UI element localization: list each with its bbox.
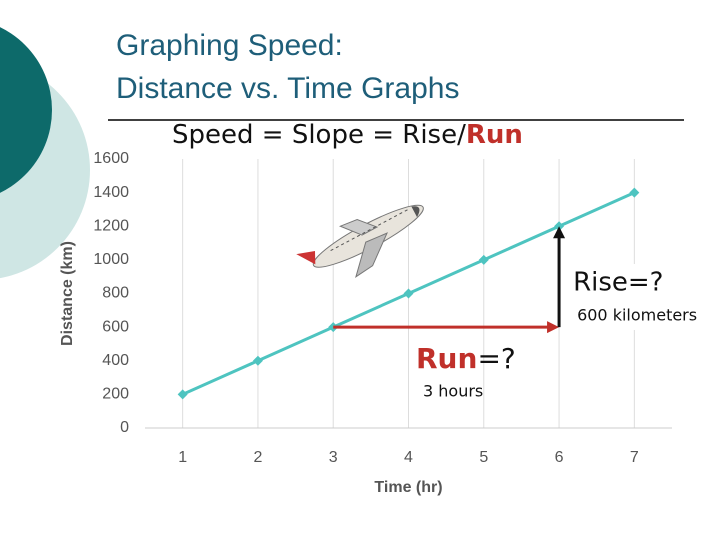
rise-arrowhead <box>553 226 566 239</box>
title-line: Graphing Speed: <box>116 29 343 62</box>
x-tick-label: 6 <box>555 449 564 466</box>
y-tick-label: 400 <box>102 352 129 369</box>
title-line: Distance vs. Time Graphs <box>116 72 459 105</box>
y-tick-label: 1400 <box>93 184 129 201</box>
x-axis-label: Time (hr) <box>374 479 442 496</box>
data-point <box>252 355 263 366</box>
x-tick-label: 4 <box>404 449 413 466</box>
data-point <box>177 389 188 400</box>
rise-value: 600 kilometers <box>577 306 697 325</box>
run-label: Run=? <box>416 342 516 375</box>
data-point <box>478 254 489 265</box>
run-arrowhead <box>547 321 560 334</box>
decor-circle-dark <box>0 27 52 193</box>
y-tick-label: 1200 <box>93 217 129 234</box>
data-point <box>629 187 640 198</box>
subtitle: Speed = Slope = Rise/Run <box>172 120 523 150</box>
y-axis-label: Distance (km) <box>59 241 76 346</box>
y-tick-label: 200 <box>102 386 129 403</box>
run-suffix: =? <box>477 342 515 375</box>
x-tick-label: 5 <box>479 449 488 466</box>
y-tick-label: 1600 <box>93 150 129 167</box>
airplane <box>296 204 424 278</box>
x-tick-label: 1 <box>178 449 187 466</box>
y-tick-label: 0 <box>120 419 129 436</box>
run-value: 3 hours <box>423 382 483 401</box>
plot: 1 2 3 4 5 6 7 0 200 400 600 800 1000 1200 1400 1600 Time… <box>59 150 697 496</box>
run-word: Run <box>416 342 477 375</box>
y-tick-label: 1000 <box>93 251 129 268</box>
x-tick-label: 7 <box>630 449 639 466</box>
y-tick-label: 600 <box>102 318 129 335</box>
x-tick-label: 3 <box>329 449 338 466</box>
subtitle-run: Run <box>466 120 523 150</box>
data-point <box>403 288 414 299</box>
x-tick-label: 2 <box>253 449 262 466</box>
y-tick-label: 800 <box>102 285 129 302</box>
subtitle-text: Speed = Slope = Rise/ <box>172 120 466 150</box>
rise-label: Rise=? <box>573 268 663 298</box>
label-bg <box>569 264 692 330</box>
